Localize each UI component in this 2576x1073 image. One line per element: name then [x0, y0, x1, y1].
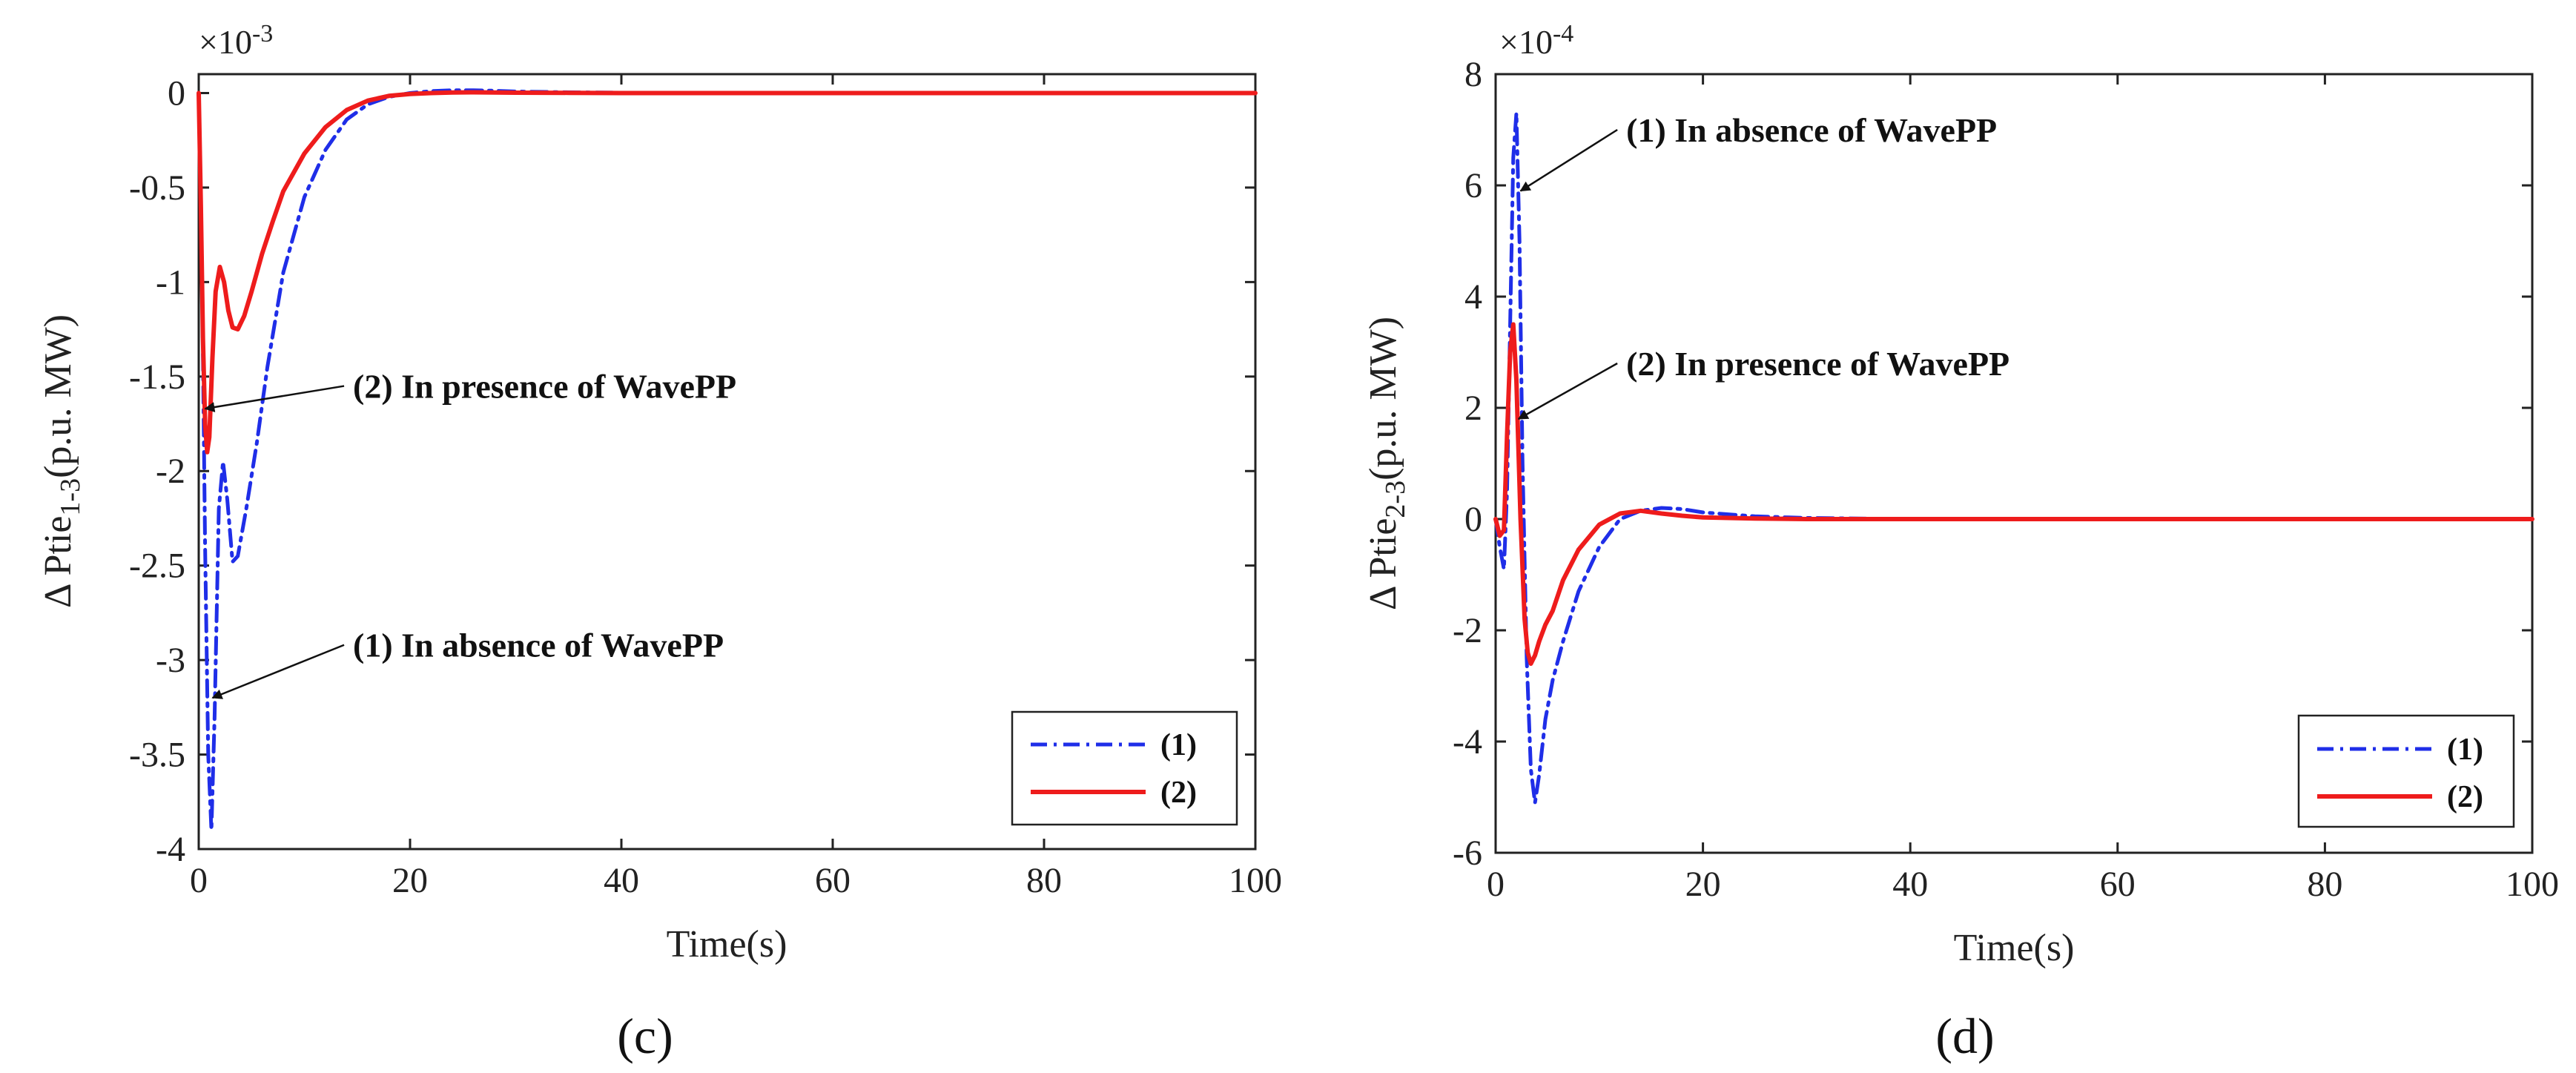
- y-tick-label: 8: [1464, 55, 1482, 94]
- x-tick-label: 80: [1026, 861, 1062, 900]
- annotation-label: (2) In presence of WavePP: [1626, 345, 2009, 383]
- y-tick-label: 0: [1464, 500, 1482, 539]
- annotations: (1) In absence of WavePP (2) In presence …: [1517, 111, 2009, 420]
- x-tick-label: 20: [392, 861, 428, 900]
- panel-label: (d): [1935, 1008, 1994, 1064]
- y-axis-label: Δ Ptie2-3(p.u. MW): [1362, 317, 1411, 610]
- series-lines: [196, 88, 1258, 832]
- exponent-label: ×10-3: [199, 20, 273, 61]
- y-ticks: 0 -0.5 -1 -1.5 -2 -2.5 -3 -3.5 -4: [129, 73, 1255, 869]
- legend-label-series-2: (2): [1160, 776, 1197, 810]
- x-tick-label: 20: [1685, 865, 1721, 904]
- y-tick-label: -1.5: [129, 357, 185, 397]
- y-tick-label: -2: [156, 452, 185, 491]
- annotation-label: (1) In absence of WavePP: [353, 627, 724, 664]
- annotation-label: (2) In presence of WavePP: [353, 368, 736, 406]
- x-tick-label: 100: [1229, 861, 1282, 900]
- series-lines: [1493, 111, 2534, 805]
- x-axis-label: Time(s): [667, 923, 787, 965]
- y-tick-label: -3.5: [129, 736, 185, 775]
- x-tick-label: 0: [1487, 865, 1505, 904]
- series-line-2: [196, 90, 1258, 455]
- y-tick-label: -3: [156, 641, 185, 680]
- x-axis-label: Time(s): [1954, 927, 2075, 969]
- annotation-label: (1) In absence of WavePP: [1626, 111, 1997, 149]
- series-line-2: [1493, 322, 2534, 666]
- legend-label-series-1: (1): [2447, 733, 2483, 767]
- y-tick-label: -6: [1453, 833, 1482, 873]
- annotation-arrow: [204, 385, 345, 412]
- x-tick-label: 100: [2506, 865, 2559, 904]
- x-tick-label: 40: [604, 861, 639, 900]
- legend-label-series-1: (1): [1160, 728, 1197, 762]
- annotation-arrow: [1517, 362, 1618, 420]
- legend-box: [2297, 714, 2515, 828]
- y-tick-label: -2.5: [129, 547, 185, 586]
- y-tick-label: -1: [156, 263, 185, 302]
- x-tick-label: 80: [2307, 865, 2342, 904]
- chart-panel-c: 0 20 40 60 80 100 0 -0.5 -1 -1.5 -2 -2.5 -3 -3.5 -4 (…: [37, 20, 1282, 1064]
- legend: (1) (2): [2297, 714, 2515, 828]
- y-tick-label: -4: [156, 830, 185, 869]
- y-tick-label: 2: [1464, 389, 1482, 428]
- legend-label-series-2: (2): [2447, 780, 2483, 814]
- annotation-arrow: [1519, 128, 1618, 192]
- x-ticks: 0 20 40 60 80 100: [1487, 74, 2559, 904]
- panel-label: (c): [617, 1008, 673, 1064]
- annotation-arrow: [211, 644, 345, 699]
- annotations: (2) In presence of WavePP (1) In absence …: [204, 368, 736, 699]
- y-tick-label: -2: [1453, 611, 1482, 650]
- y-tick-label: 0: [168, 73, 185, 113]
- legend: (1) (2): [1011, 710, 1238, 826]
- y-tick-label: -4: [1453, 722, 1482, 762]
- y-ticks: 8 6 4 2 0 -2 -4 -6: [1453, 55, 2532, 873]
- x-tick-label: 60: [815, 861, 851, 900]
- legend-box: [1011, 710, 1238, 826]
- x-tick-label: 60: [2100, 865, 2136, 904]
- y-axis-label: Δ Ptie1-3(p.u. MW): [37, 314, 86, 608]
- y-tick-label: 6: [1464, 166, 1482, 205]
- x-tick-label: 40: [1892, 865, 1928, 904]
- y-tick-label: -0.5: [129, 168, 185, 208]
- exponent-label: ×10-4: [1499, 20, 1573, 61]
- x-tick-label: 0: [190, 861, 208, 900]
- x-ticks: 0 20 40 60 80 100: [190, 74, 1282, 900]
- y-tick-label: 4: [1464, 277, 1482, 317]
